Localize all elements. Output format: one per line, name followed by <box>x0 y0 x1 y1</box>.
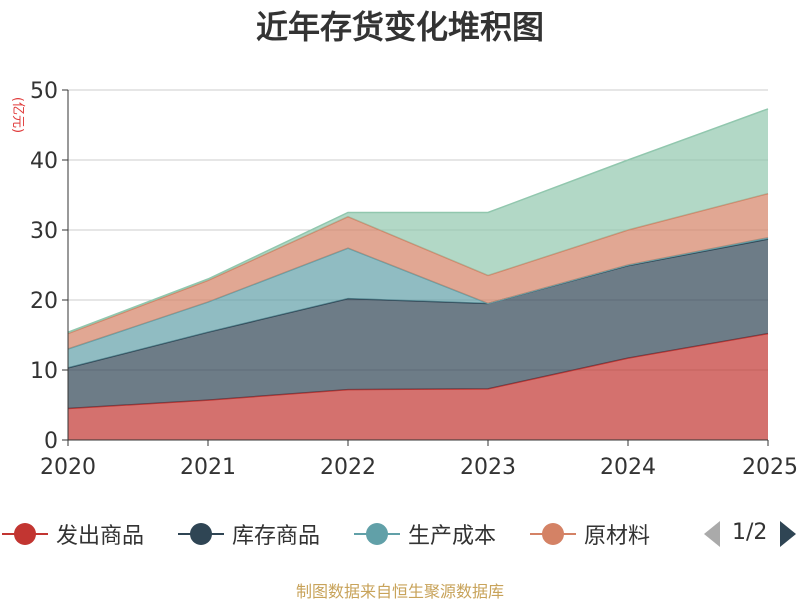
x-tick-label: 2023 <box>460 455 516 480</box>
x-tick-label: 2020 <box>40 455 96 480</box>
legend-swatch-icon <box>528 514 578 554</box>
legend: 发出商品 库存商品 生产成本 原材料 <box>0 514 800 554</box>
x-tick-label: 2025 <box>742 455 798 480</box>
x-tick-label: 2022 <box>320 455 376 480</box>
pager-prev-icon[interactable] <box>704 521 720 547</box>
legend-swatch-icon <box>176 514 226 554</box>
legend-label: 发出商品 <box>56 524 145 549</box>
legend-swatch-icon <box>352 514 402 554</box>
pager-label: 1/2 <box>732 520 768 545</box>
series-line <box>67 108 769 333</box>
pager-next-icon[interactable] <box>780 521 796 547</box>
x-tick-label: 2021 <box>180 455 236 480</box>
source-note: 制图数据来自恒生聚源数据库 <box>295 582 504 601</box>
legend-swatch-icon <box>0 514 50 554</box>
legend-label: 原材料 <box>584 524 651 549</box>
legend-label: 生产成本 <box>408 524 497 549</box>
y-tick-label: 10 <box>30 359 58 384</box>
legend-item[interactable]: 发出商品 <box>0 514 144 554</box>
area-series <box>68 193 768 349</box>
legend-item[interactable]: 生产成本 <box>352 514 496 554</box>
area-series <box>68 333 768 440</box>
area-layer <box>67 108 769 440</box>
legend-item[interactable]: 原材料 <box>528 514 650 554</box>
axis-layer: 0 10 20 30 40 50 2020 2021 2022 2023 2024 2025 <box>30 79 798 480</box>
y-tick-label: 0 <box>44 429 58 454</box>
legend-label: 库存商品 <box>232 524 321 549</box>
area-series <box>68 108 768 334</box>
y-axis-label: (亿元) <box>10 97 25 133</box>
y-tick-label: 50 <box>30 79 58 104</box>
y-tick-label: 30 <box>30 219 58 244</box>
chart-title: 近年存货变化堆积图 <box>255 8 544 46</box>
y-tick-label: 20 <box>30 289 58 314</box>
legend-pager: 1/2 <box>700 514 800 554</box>
y-tick-label: 40 <box>30 149 58 174</box>
area-series <box>68 239 768 409</box>
x-tick-label: 2024 <box>600 455 656 480</box>
legend-item[interactable]: 库存商品 <box>176 514 320 554</box>
